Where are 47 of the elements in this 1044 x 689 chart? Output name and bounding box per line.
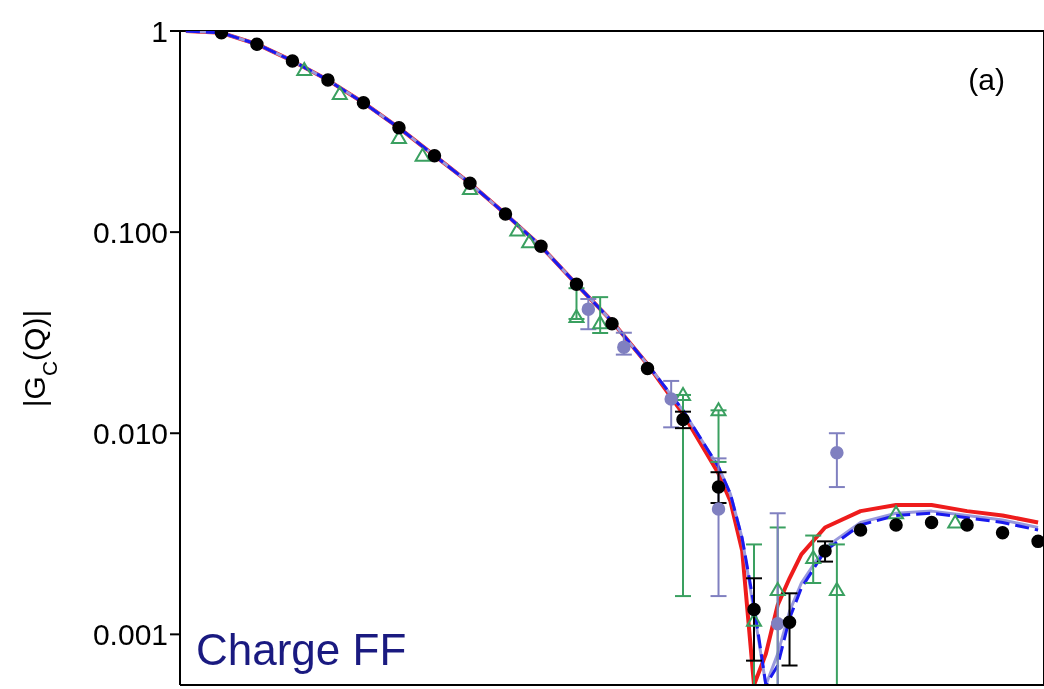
point	[427, 148, 442, 163]
point	[710, 402, 727, 417]
point	[1031, 534, 1044, 549]
point	[581, 302, 596, 316]
point	[805, 549, 822, 564]
point	[569, 277, 584, 292]
point	[960, 518, 974, 532]
point	[924, 515, 939, 530]
point	[889, 518, 903, 532]
y-tick-label: 1	[151, 14, 168, 48]
point	[995, 526, 1010, 540]
point	[463, 176, 477, 190]
y-tick-label: 0.010	[92, 416, 168, 450]
point	[331, 86, 348, 101]
point	[782, 615, 797, 629]
point	[818, 544, 832, 558]
point	[947, 514, 964, 529]
point	[605, 317, 619, 331]
point	[509, 222, 526, 237]
annotation: Charge FF	[196, 625, 407, 674]
point	[888, 505, 905, 520]
point	[296, 61, 313, 76]
point	[747, 602, 761, 617]
point	[664, 392, 678, 406]
y-tick-label: 0.100	[92, 215, 168, 249]
point	[770, 616, 785, 631]
point	[675, 386, 692, 401]
point	[250, 37, 264, 51]
point	[711, 480, 726, 494]
point	[392, 121, 406, 135]
point	[356, 95, 371, 110]
point	[592, 315, 609, 330]
point	[321, 73, 335, 87]
y-tick-label: 0.001	[92, 618, 168, 652]
point	[828, 582, 845, 597]
annotation: (a)	[968, 63, 1005, 96]
point	[830, 445, 844, 460]
point	[534, 239, 548, 254]
point	[711, 502, 726, 516]
point	[640, 361, 655, 376]
point	[853, 523, 868, 537]
point	[285, 54, 300, 68]
point	[617, 340, 631, 354]
point	[498, 207, 513, 221]
point	[769, 582, 786, 597]
point	[568, 309, 585, 324]
point	[414, 147, 431, 162]
